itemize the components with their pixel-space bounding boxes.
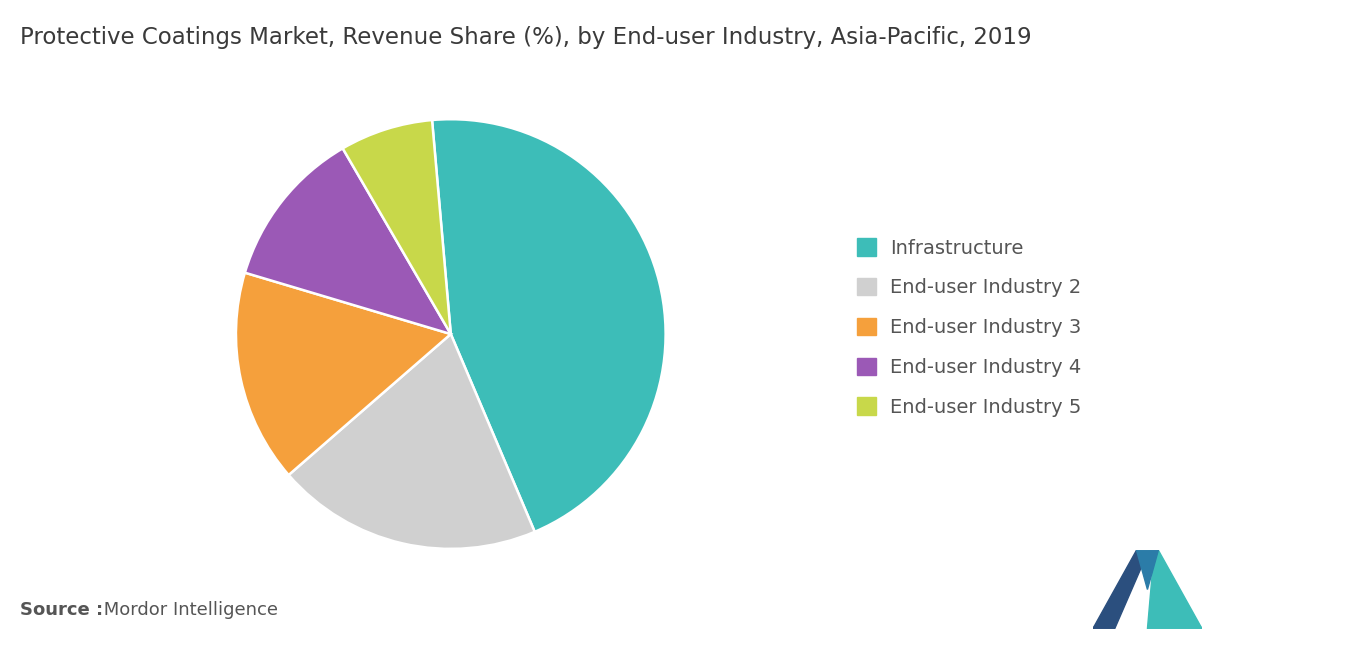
Wedge shape: [432, 119, 665, 532]
Text: Protective Coatings Market, Revenue Share (%), by End-user Industry, Asia-Pacifi: Protective Coatings Market, Revenue Shar…: [20, 26, 1033, 49]
Wedge shape: [288, 334, 534, 549]
Legend: Infrastructure, End-user Industry 2, End-user Industry 3, End-user Industry 4, E: Infrastructure, End-user Industry 2, End…: [856, 238, 1081, 417]
Polygon shape: [1147, 566, 1202, 629]
Polygon shape: [1093, 550, 1142, 629]
Polygon shape: [1137, 550, 1158, 590]
Text: Mordor Intelligence: Mordor Intelligence: [98, 601, 279, 619]
Wedge shape: [343, 120, 451, 334]
Wedge shape: [236, 272, 451, 475]
Wedge shape: [245, 149, 451, 334]
Polygon shape: [1093, 566, 1142, 629]
Text: Source :: Source :: [20, 601, 104, 619]
Polygon shape: [1153, 550, 1202, 629]
